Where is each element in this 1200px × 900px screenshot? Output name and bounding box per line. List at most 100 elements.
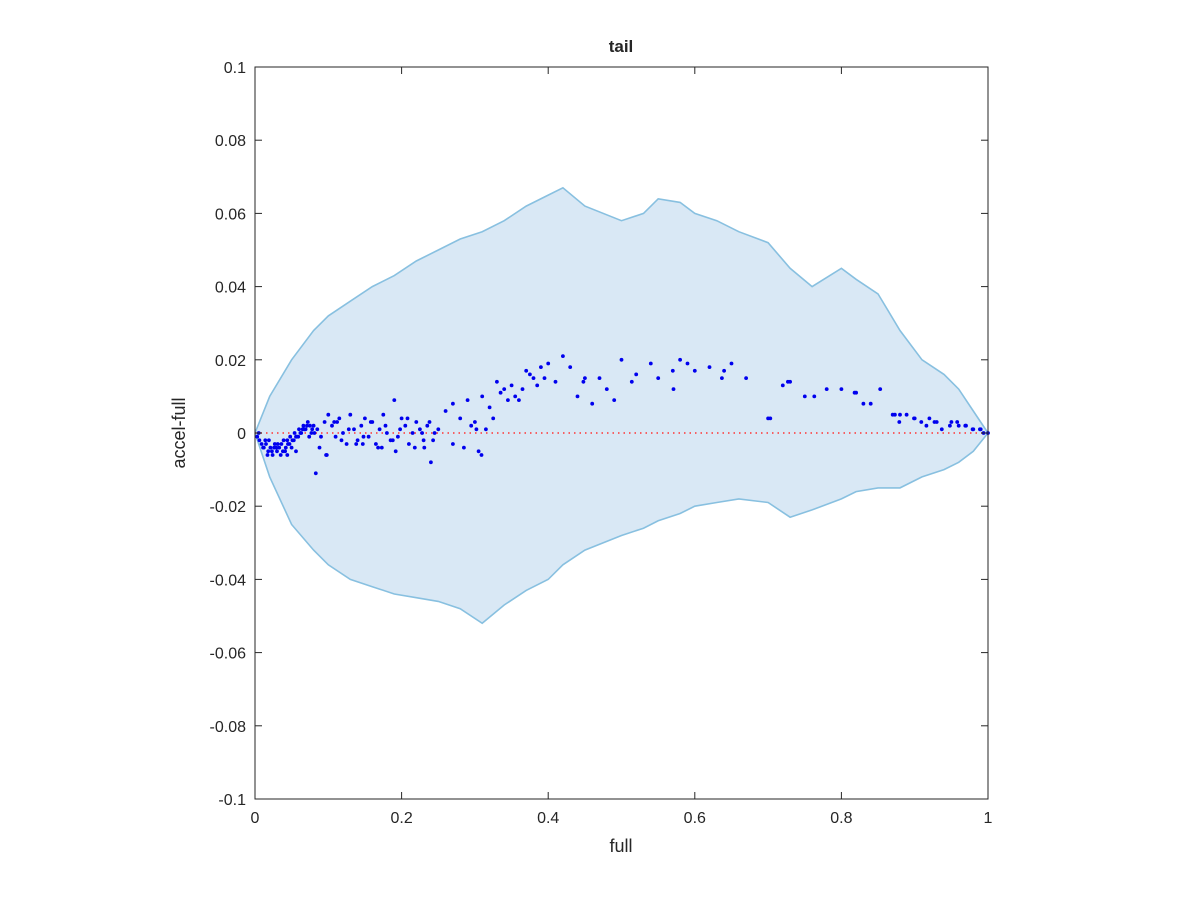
data-point — [405, 416, 410, 421]
data-point — [436, 427, 441, 432]
data-point — [393, 449, 398, 454]
data-point — [288, 434, 293, 439]
data-point — [311, 423, 316, 428]
data-point — [368, 420, 373, 424]
data-point — [671, 387, 676, 391]
data-point — [379, 445, 384, 450]
data-point — [292, 431, 297, 435]
data-point — [366, 434, 371, 439]
x-tick-label: 1 — [984, 810, 993, 827]
data-point — [531, 376, 536, 380]
data-point — [425, 423, 430, 428]
data-point — [283, 445, 288, 450]
data-point — [429, 460, 433, 465]
data-point — [355, 438, 360, 443]
envelope-band — [255, 187, 988, 624]
data-point — [390, 438, 395, 443]
data-point — [361, 434, 366, 439]
y-axis-ticks: -0.1 -0.08 -0.06 -0.04 -0.02 0 0.02 0.04 0.06 0.0… — [210, 60, 988, 809]
data-point — [337, 416, 342, 421]
data-point — [377, 427, 382, 432]
data-point — [279, 442, 284, 446]
data-point — [301, 423, 306, 428]
data-point — [539, 365, 543, 369]
y-tick-label: 0.04 — [215, 280, 246, 297]
data-point — [670, 368, 675, 373]
data-point — [878, 387, 883, 391]
data-point — [978, 427, 982, 432]
data-point — [319, 434, 323, 439]
y-tick-label: 0.02 — [215, 353, 246, 370]
data-point — [685, 361, 690, 366]
y-tick-label: 0.08 — [215, 133, 246, 150]
data-point — [506, 398, 510, 402]
data-point — [509, 383, 514, 388]
data-point — [619, 357, 624, 362]
data-point — [612, 398, 617, 402]
data-point — [275, 449, 279, 454]
data-point — [458, 416, 463, 421]
data-point — [546, 361, 551, 366]
data-point — [473, 420, 477, 424]
data-point — [285, 453, 290, 457]
data-point — [678, 357, 682, 362]
data-point — [839, 387, 844, 391]
data-point — [259, 442, 264, 446]
data-point — [278, 453, 283, 457]
data-point — [310, 427, 315, 432]
data-point — [341, 431, 345, 435]
data-point — [484, 427, 488, 432]
data-point — [553, 379, 558, 384]
data-point — [272, 445, 276, 450]
data-point — [912, 416, 916, 421]
data-point — [451, 442, 455, 446]
data-point — [317, 445, 322, 450]
data-point — [812, 394, 817, 399]
data-point — [255, 434, 260, 439]
y-tick-label: -0.08 — [210, 719, 247, 736]
data-point — [520, 387, 525, 391]
data-point — [315, 427, 320, 432]
data-point — [312, 431, 317, 435]
data-point — [568, 365, 573, 369]
data-point — [949, 420, 954, 424]
data-point — [268, 445, 273, 450]
data-point — [597, 376, 602, 380]
data-point — [898, 412, 902, 417]
data-point — [410, 431, 415, 435]
data-point — [412, 445, 417, 450]
data-point — [333, 434, 338, 439]
data-point — [339, 438, 344, 443]
data-point — [451, 401, 455, 406]
data-points — [255, 354, 990, 476]
data-point — [542, 376, 547, 380]
data-point — [924, 423, 929, 428]
data-point — [396, 434, 400, 439]
data-point — [786, 379, 790, 384]
data-point — [535, 383, 540, 388]
data-point — [722, 368, 726, 373]
data-point — [270, 453, 275, 457]
data-point — [868, 401, 873, 406]
data-point — [517, 398, 521, 402]
data-point — [407, 442, 411, 446]
data-point — [335, 420, 339, 424]
data-point — [956, 423, 961, 428]
data-point — [480, 394, 485, 399]
chart-title: tail — [609, 37, 634, 56]
data-point — [465, 398, 470, 402]
data-point — [298, 431, 303, 435]
data-point — [414, 420, 419, 424]
data-point — [360, 442, 365, 446]
data-point — [257, 438, 262, 443]
data-point — [462, 445, 466, 450]
data-point — [287, 442, 292, 446]
data-point — [634, 372, 639, 377]
data-point — [309, 431, 314, 435]
data-point — [919, 420, 924, 424]
data-point — [932, 420, 937, 424]
data-point — [308, 423, 312, 428]
data-point — [744, 376, 748, 380]
data-point — [502, 387, 507, 391]
data-point — [802, 394, 807, 399]
